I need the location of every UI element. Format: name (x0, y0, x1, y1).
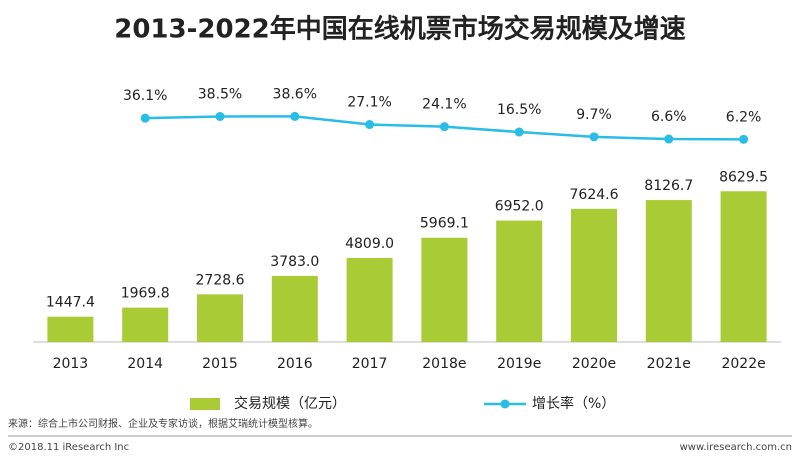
line-point (439, 122, 449, 132)
bar (197, 294, 243, 342)
legend-label: 交易规模（亿元） (234, 395, 346, 412)
line-point (664, 134, 674, 144)
data-label: 24.1% (422, 97, 466, 113)
line-point (365, 120, 375, 130)
bar (720, 191, 767, 342)
bar (271, 275, 318, 342)
data-label: 16.5% (497, 102, 541, 118)
x-tick-label: 2013 (53, 356, 89, 372)
legend-swatch (500, 399, 510, 409)
legend-swatch (190, 398, 220, 410)
x-tick-label: 2016 (277, 356, 313, 372)
data-label: 1447.4 (46, 295, 95, 311)
data-label: 4809.0 (345, 236, 394, 252)
data-label: 27.1% (347, 95, 391, 111)
x-tick-label: 2022e (721, 356, 765, 372)
data-label: 2728.6 (196, 272, 245, 288)
x-tick-label: 2015 (202, 356, 238, 372)
data-label: 3783.0 (270, 254, 319, 270)
x-tick-label: 2017 (352, 356, 388, 372)
copyright: ©2018.11 iResearch Inc (8, 442, 129, 453)
bar (346, 258, 393, 342)
data-label: 5969.1 (420, 216, 469, 232)
data-label: 38.6% (273, 86, 317, 102)
x-tick-label: 2021e (647, 356, 691, 372)
chart-title: 2013-2022年中国在线机票市场交易规模及增速 (114, 14, 686, 45)
data-label: 38.5% (198, 86, 242, 102)
data-label: 8126.7 (644, 178, 693, 194)
data-label: 6.2% (726, 109, 762, 125)
line-point (290, 111, 300, 121)
data-label: 6952.0 (495, 199, 544, 215)
x-tick-label: 2020e (572, 356, 616, 372)
bar (421, 237, 468, 342)
data-label: 1969.8 (121, 286, 170, 302)
data-label: 36.1% (123, 88, 167, 104)
data-label: 9.7% (576, 107, 612, 123)
source: 来源：综合上市公司财报、企业及专家访谈，根据艾瑞统计模型核算。 (8, 417, 318, 430)
data-label: 7624.6 (570, 187, 619, 203)
x-tick-label: 2018e (422, 356, 466, 372)
x-tick-label: 2014 (127, 356, 163, 372)
line-point (140, 113, 150, 123)
line-point (215, 111, 225, 121)
line-point (589, 132, 599, 142)
data-label: 8629.5 (719, 169, 768, 185)
bar (496, 220, 543, 342)
line-point (739, 134, 749, 144)
bar (645, 200, 692, 342)
line-point (514, 127, 524, 137)
legend-label: 增长率（%） (532, 395, 615, 412)
x-tick-label: 2019e (497, 356, 541, 372)
bar (122, 307, 169, 342)
website: www.iresearch.com.cn (680, 442, 792, 453)
bar (47, 316, 94, 342)
data-label: 6.6% (651, 109, 687, 125)
bar (571, 208, 617, 342)
